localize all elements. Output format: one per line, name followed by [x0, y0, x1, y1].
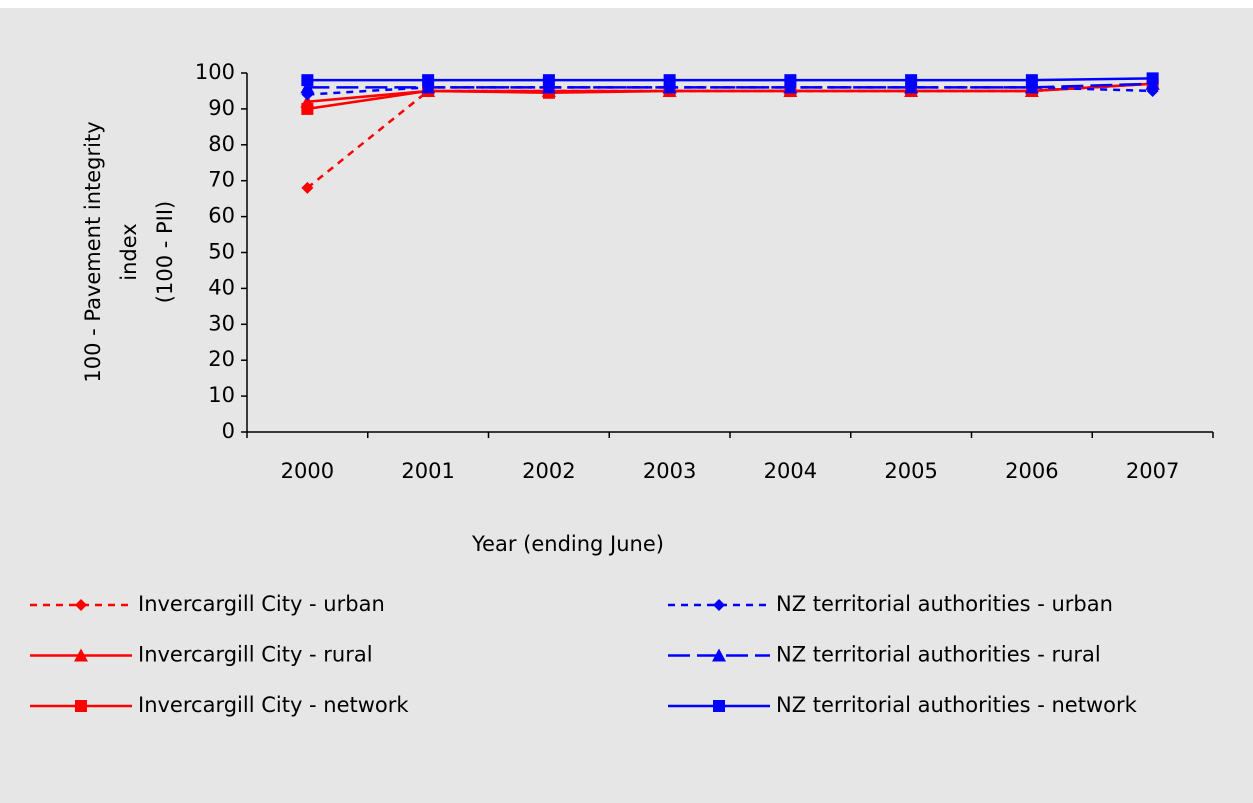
x-tick-label: 2000	[281, 459, 334, 483]
marker	[422, 74, 435, 87]
x-tick-label: 2006	[1005, 459, 1058, 483]
y-tick-label: 10	[208, 383, 235, 407]
y-tick-label: 100	[195, 60, 235, 84]
marker	[1025, 74, 1038, 87]
legend-label: Invercargill City - network	[138, 693, 409, 717]
x-axis-label: Year (ending June)	[471, 532, 664, 556]
legend-label: NZ territorial authorities - rural	[776, 643, 1101, 667]
y-axis-label-line: (100 - PII)	[153, 201, 177, 303]
legend-entry: NZ territorial authorities - rural	[668, 643, 1101, 667]
marker	[300, 80, 315, 94]
y-tick-label: 40	[208, 275, 235, 299]
marker	[905, 74, 918, 87]
x-tick-label: 2004	[764, 459, 817, 483]
series	[301, 72, 1159, 87]
marker	[904, 80, 919, 94]
marker	[663, 74, 676, 87]
y-tick-label: 50	[208, 240, 235, 264]
marker	[662, 80, 677, 94]
marker	[783, 80, 798, 94]
series-line	[307, 82, 1153, 89]
y-tick-label: 0	[222, 419, 235, 443]
legend-entry: NZ territorial authorities - network	[668, 693, 1138, 717]
y-tick-label: 60	[208, 204, 235, 228]
y-tick-label: 30	[208, 311, 235, 335]
y-axis-label-line: 100 - Pavement integrity	[81, 121, 105, 382]
legend-label: NZ territorial authorities - urban	[776, 592, 1113, 616]
y-tick-label: 20	[208, 347, 235, 371]
marker	[541, 80, 556, 94]
legend-label: Invercargill City - urban	[138, 592, 385, 616]
legend-marker	[713, 599, 725, 611]
legend-label: Invercargill City - rural	[138, 643, 373, 667]
y-axis-label: 100 - Pavement integrity index (100 - PI…	[81, 121, 177, 382]
legend-marker	[713, 700, 725, 712]
y-tick-label: 80	[208, 132, 235, 156]
marker	[301, 181, 314, 194]
legend-entry: Invercargill City - rural	[30, 643, 373, 667]
series-line	[307, 82, 1153, 111]
legend-marker	[75, 700, 87, 712]
x-tick-label: 2003	[643, 459, 696, 483]
y-tick-label: 70	[208, 168, 235, 192]
legend-entry: Invercargill City - network	[30, 693, 409, 717]
x-tick-label: 2007	[1126, 459, 1179, 483]
marker	[301, 102, 314, 115]
legend-label: NZ territorial authorities - network	[776, 693, 1138, 717]
marker	[421, 80, 436, 94]
marker	[542, 74, 555, 87]
x-tick-label: 2005	[884, 459, 937, 483]
marker	[784, 74, 797, 87]
legend-entry: NZ territorial authorities - urban	[668, 592, 1113, 616]
marker	[1146, 72, 1159, 85]
x-tick-label: 2002	[522, 459, 575, 483]
series-line	[307, 77, 1153, 82]
marker	[1024, 80, 1039, 94]
legend-marker	[74, 648, 88, 662]
legend-marker	[75, 599, 87, 611]
legend-entry: Invercargill City - urban	[30, 592, 385, 616]
y-tick-label: 90	[208, 96, 235, 120]
x-tick-label: 2001	[401, 459, 454, 483]
legend-marker	[712, 648, 726, 662]
y-axis-label-line: index	[117, 223, 141, 280]
series	[300, 76, 1160, 94]
marker	[301, 74, 314, 87]
chart-background	[0, 8, 1253, 803]
